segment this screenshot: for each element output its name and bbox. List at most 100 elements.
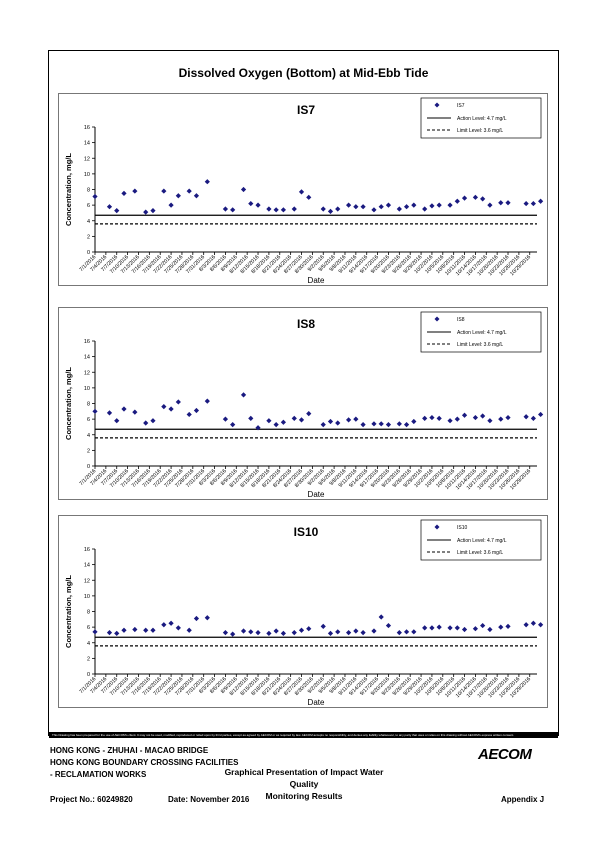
data-point [353, 416, 359, 422]
data-point [353, 628, 359, 634]
data-point [248, 629, 254, 635]
data-point [360, 629, 366, 636]
y-tick-label: 6 [87, 417, 90, 423]
legend: IS7 Action Level: 4.7 mg/L Limit Level: 3.… [420, 97, 542, 139]
data-point [436, 624, 442, 630]
data-point [461, 195, 468, 201]
legend-label: Action Level: 4.7 mg/L [457, 116, 507, 122]
legend-marker [434, 102, 440, 108]
data-point [222, 206, 229, 212]
chart-is7: IS702468101214167/1/20167/4/20167/7/2016… [64, 97, 549, 285]
data-point [454, 625, 460, 631]
data-point [498, 416, 504, 422]
y-tick-label: 8 [87, 610, 90, 616]
data-point [132, 188, 138, 194]
project-line-1: HONG KONG - ZHUHAI - MACAO BRIDGE [50, 746, 209, 755]
legend-marker [434, 524, 440, 530]
y-tick-label: 12 [84, 578, 90, 584]
data-point [371, 628, 377, 634]
data-point [168, 620, 174, 626]
data-point [240, 392, 247, 398]
chart-panel-1: IS7 0 2 4 6 8 10 12 14 16 7/1/2016 7/4/2016 7/7/2016… [58, 93, 549, 286]
data-point [371, 207, 377, 213]
main-title: Dissolved Oxygen (Bottom) at Mid-Ebb Tid… [178, 66, 429, 80]
legend: IS10 Action Level: 4.7 mg/L Limit Level: 3… [420, 519, 542, 561]
data-point [193, 615, 200, 622]
legend-label: Action Level: 4.7 mg/L [457, 330, 507, 336]
y-tick-label: 10 [84, 172, 90, 178]
y-tick-label: 16 [84, 339, 90, 345]
x-axis-label: Date [308, 490, 325, 499]
data-point [273, 421, 279, 428]
data-point [280, 630, 286, 636]
y-axis-label: Concentration, mg/L [64, 575, 73, 648]
chart-title: IS7 [297, 103, 315, 117]
data-point [175, 193, 181, 199]
data-point [204, 615, 210, 621]
y-tick-label: 2 [87, 448, 90, 454]
data-point [222, 416, 229, 422]
data-point [378, 614, 384, 620]
legend-label: IS10 [457, 525, 468, 531]
data-point [280, 419, 286, 425]
data-point [266, 630, 272, 636]
data-point [472, 414, 479, 421]
chart-is10: IS1002468101214167/1/20167/4/20167/7/201… [64, 519, 549, 707]
data-point [422, 206, 428, 212]
data-point [422, 625, 428, 631]
data-point [523, 622, 529, 628]
data-point [143, 627, 149, 633]
data-point [106, 204, 113, 210]
data-point [291, 415, 297, 421]
data-point [360, 204, 366, 210]
chart-panel-2: IS8 0 2 4 6 8 10 12 14 16 7/1/2016 7/4/2016 7/7/2016… [58, 307, 549, 500]
data-point [523, 200, 529, 207]
data-point [461, 626, 468, 633]
y-tick-label: 10 [84, 594, 90, 600]
data-point [487, 202, 493, 208]
data-point [273, 628, 279, 634]
y-tick-label: 4 [87, 641, 90, 647]
data-point [298, 627, 305, 633]
data-point [230, 631, 236, 637]
y-tick-label: 16 [84, 125, 90, 131]
disclaimer-bar: This Drawing has been prepared for the u… [49, 732, 558, 738]
data-point [193, 407, 200, 414]
data-point [480, 196, 486, 202]
y-tick-label: 4 [87, 219, 90, 225]
y-tick-label: 0 [87, 464, 90, 470]
data-point [371, 421, 377, 427]
y-tick-label: 0 [87, 250, 90, 256]
y-tick-label: 4 [87, 433, 90, 439]
legend-label: IS7 [457, 103, 465, 109]
data-point [480, 413, 486, 419]
data-point [161, 622, 167, 628]
y-tick-label: 16 [84, 547, 90, 553]
data-point [327, 208, 334, 214]
data-point [505, 414, 511, 421]
report-subtitle: Graphical Presentation of Impact Water Q… [210, 766, 398, 802]
data-point [92, 408, 98, 414]
project-line-2: HONG KONG BOUNDARY CROSSING FACILITIES [50, 758, 239, 767]
data-point [436, 415, 442, 421]
data-point [505, 200, 511, 206]
data-point [530, 200, 536, 207]
data-point [454, 416, 460, 422]
data-point [306, 626, 312, 632]
data-point [403, 421, 410, 428]
data-point [291, 206, 297, 212]
chart-panel-3: IS10 0 2 4 6 8 10 12 14 16 7/1/2016 7/4/2016 7/7/201… [58, 515, 549, 708]
y-tick-label: 12 [84, 370, 90, 376]
data-point [378, 421, 384, 427]
aecom-logo: AECOM [478, 746, 532, 763]
data-point [538, 622, 544, 628]
data-point [320, 421, 326, 428]
data-point [378, 204, 384, 210]
subtitle-line-2: Monitoring Results [265, 791, 343, 801]
y-tick-label: 12 [84, 156, 90, 162]
data-point [538, 198, 544, 204]
y-tick-label: 14 [84, 141, 90, 147]
data-point [204, 398, 210, 404]
data-point [530, 415, 536, 421]
data-point [306, 194, 312, 200]
